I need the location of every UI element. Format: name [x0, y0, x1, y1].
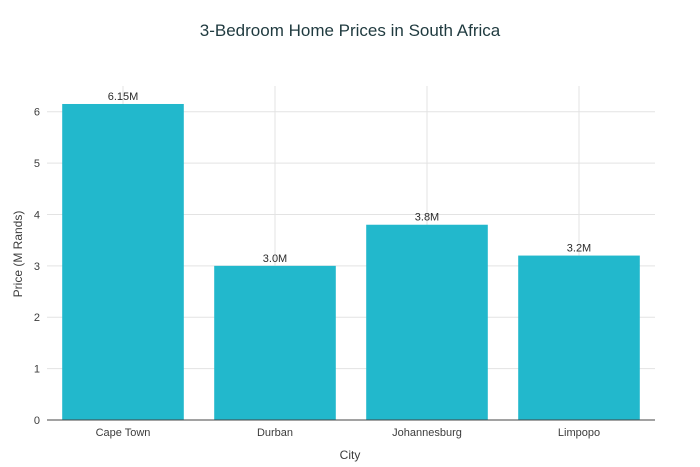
bar-durban — [214, 265, 336, 420]
chart-title: 3-Bedroom Home Prices in South Africa — [200, 21, 501, 40]
bar-value-label: 3.0M — [263, 253, 287, 265]
bar-value-label: 3.8M — [415, 212, 439, 224]
y-tick-label: 5 — [34, 158, 40, 170]
x-tick-label: Durban — [257, 427, 293, 439]
bar-value-label: 3.2M — [567, 243, 591, 255]
x-axis-title: City — [340, 448, 361, 462]
bar-cape-town — [62, 103, 184, 420]
bar-limpopo — [518, 255, 640, 420]
y-tick-label: 2 — [34, 312, 40, 324]
bars — [62, 103, 640, 420]
y-tick-label: 1 — [34, 364, 40, 376]
y-tick-label: 6 — [34, 107, 40, 119]
x-tick-label: Johannesburg — [392, 427, 462, 439]
y-tick-label: 3 — [34, 261, 40, 273]
y-tick-label: 0 — [34, 415, 40, 427]
x-tick-label: Limpopo — [558, 427, 600, 439]
y-axis-title: Price (M Rands) — [11, 211, 25, 298]
bar-value-label: 6.15M — [108, 91, 139, 103]
data-labels: 6.15M 3.0M 3.8M 3.2M — [108, 91, 592, 265]
x-tick-label: Cape Town — [96, 427, 151, 439]
axes: 0 1 2 3 4 5 6 Cape Town Durban Johannesburg Limpop… — [34, 107, 655, 439]
bar-johannesburg — [366, 224, 488, 420]
y-tick-label: 4 — [34, 209, 40, 221]
